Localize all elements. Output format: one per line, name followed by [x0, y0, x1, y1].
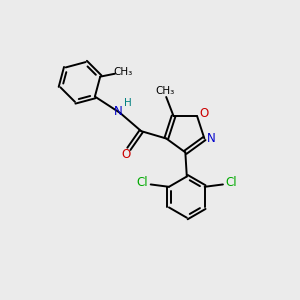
Text: H: H: [124, 98, 132, 108]
Text: CH₃: CH₃: [155, 85, 174, 95]
Text: CH₃: CH₃: [114, 67, 133, 77]
Text: N: N: [114, 105, 123, 118]
Text: O: O: [199, 107, 208, 120]
Text: Cl: Cl: [225, 176, 237, 189]
Text: N: N: [206, 132, 215, 145]
Text: O: O: [121, 148, 130, 161]
Text: Cl: Cl: [136, 176, 148, 189]
